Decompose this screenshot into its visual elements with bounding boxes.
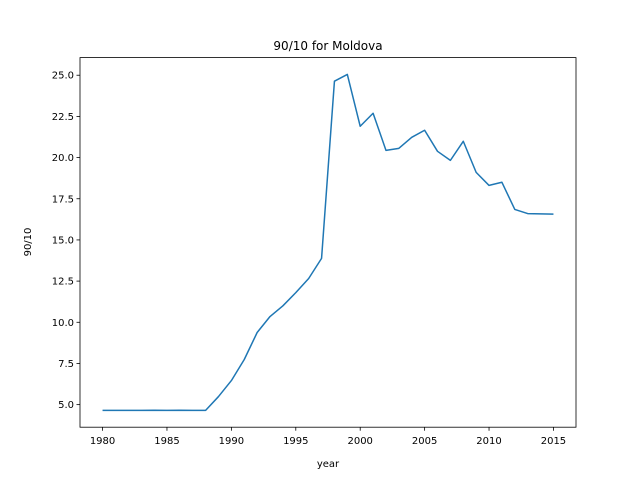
y-tick-label: 5.0 [58, 400, 74, 411]
x-tick-label: 2000 [347, 436, 372, 447]
y-tick-label: 20.0 [52, 153, 74, 164]
x-tick-label: 1990 [219, 436, 244, 447]
x-tick-label: 2005 [412, 436, 437, 447]
x-axis-label: year [317, 459, 340, 470]
y-tick-label: 15.0 [52, 235, 74, 246]
y-tick-label: 25.0 [52, 71, 74, 82]
y-axis-label: 90/10 [23, 228, 34, 257]
x-tick-label: 2010 [476, 436, 501, 447]
x-tick-label: 1985 [154, 436, 179, 447]
x-tick-label: 1980 [90, 436, 115, 447]
y-tick-label: 17.5 [52, 194, 74, 205]
line [102, 73, 554, 412]
y-tick-label: 10.0 [52, 318, 74, 329]
y-tick-label: 22.5 [52, 112, 74, 123]
y-tick-label: 7.5 [58, 359, 74, 370]
axes-frame [79, 57, 577, 428]
chart-title: 90/10 for Moldova [273, 39, 382, 53]
x-tick-label: 1995 [283, 436, 308, 447]
y-tick-label: 12.5 [52, 277, 74, 288]
x-tick-label: 2015 [541, 436, 566, 447]
